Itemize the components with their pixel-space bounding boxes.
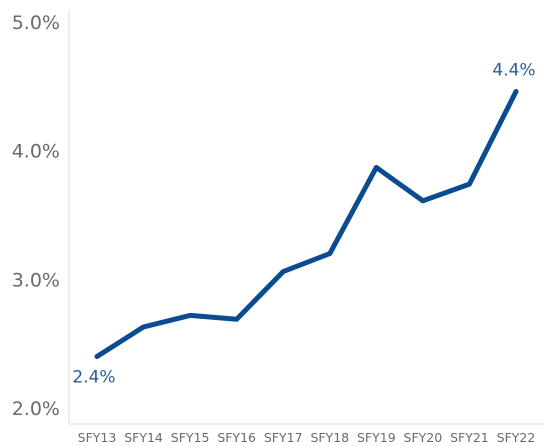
- y-tick-label: 5.0%: [12, 12, 60, 34]
- x-tick-label: SFY16: [217, 430, 256, 445]
- y-tick-label: 2.0%: [12, 398, 60, 420]
- y-tick-label: 4.0%: [12, 141, 60, 163]
- x-tick-label: SFY17: [264, 430, 303, 445]
- data-label: 2.4%: [72, 368, 115, 388]
- x-tick-label: SFY13: [78, 430, 117, 445]
- y-tick-label: 3.0%: [12, 269, 60, 291]
- x-tick-label: SFY14: [124, 430, 163, 445]
- x-tick-label: SFY20: [404, 430, 443, 445]
- data-labels: 2.4% 4.4%: [72, 60, 535, 387]
- x-tick-label: SFY15: [171, 430, 210, 445]
- x-axis-ticks: SFY13 SFY14 SFY15 SFY16 SFY17 SFY18 SFY19 SFY20…: [78, 430, 536, 445]
- x-tick-label: SFY22: [497, 430, 536, 445]
- x-tick-label: SFY18: [310, 430, 349, 445]
- series-line: [94, 89, 519, 359]
- x-tick-label: SFY21: [450, 430, 489, 445]
- y-axis-ticks: 2.0% 3.0% 4.0% 5.0%: [12, 12, 60, 420]
- x-tick-label: SFY19: [357, 430, 396, 445]
- data-label: 4.4%: [492, 60, 535, 80]
